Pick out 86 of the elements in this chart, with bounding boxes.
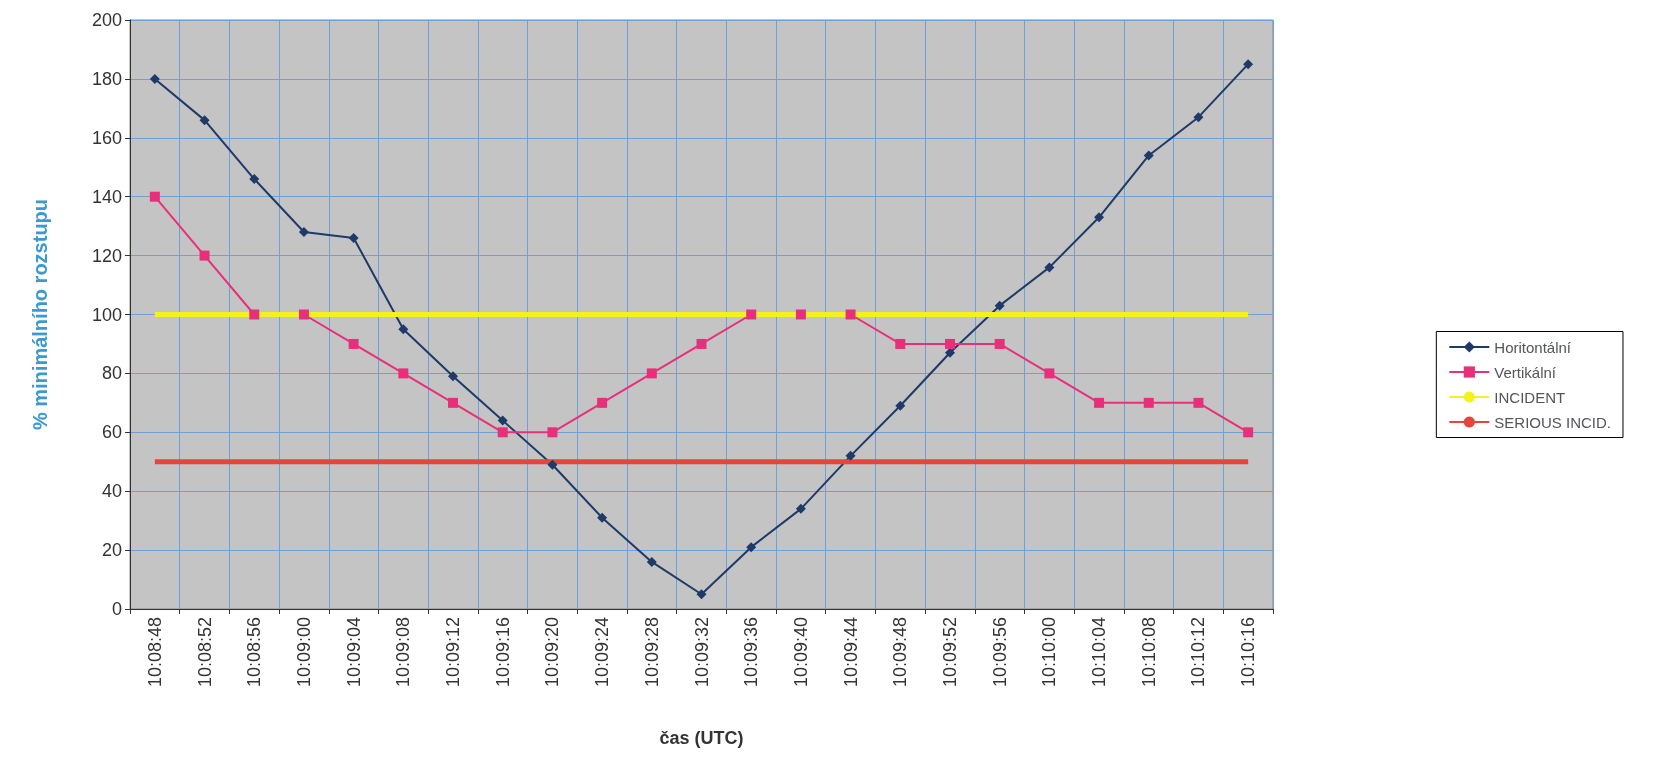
point <box>646 368 657 379</box>
point <box>249 174 260 185</box>
point <box>1044 262 1055 273</box>
point <box>994 300 1005 311</box>
point <box>696 338 707 349</box>
point <box>994 338 1005 349</box>
point <box>497 415 508 426</box>
y-tick-label: 120 <box>91 245 122 266</box>
x-tick-label: 10:09:12 <box>443 617 464 688</box>
point <box>895 400 906 411</box>
x-tick-label: 10:09:32 <box>691 617 712 688</box>
point <box>199 115 210 126</box>
point <box>348 338 359 349</box>
x-tick-label: 10:09:00 <box>293 617 314 688</box>
point <box>348 232 359 243</box>
point <box>497 427 508 438</box>
x-tick-label: 10:08:48 <box>144 617 165 688</box>
x-tick-label: 10:09:08 <box>393 617 414 688</box>
legend-label: Vertikální <box>1494 363 1557 381</box>
x-tick-label: 10:09:24 <box>592 617 613 688</box>
point <box>1094 212 1105 223</box>
point <box>746 542 757 553</box>
x-tick-label: 10:09:40 <box>790 617 811 688</box>
point <box>1143 150 1154 161</box>
legend-label: SERIOUS INCID. <box>1494 413 1612 431</box>
x-tick-label: 10:10:00 <box>1039 617 1060 688</box>
point <box>448 397 459 408</box>
x-tick-label: 10:09:04 <box>343 617 364 688</box>
y-tick-label: 100 <box>91 304 122 325</box>
x-tick-label: 10:09:28 <box>641 617 662 688</box>
point <box>1193 397 1204 408</box>
x-tick-label: 10:09:56 <box>989 617 1010 688</box>
point <box>1143 397 1154 408</box>
point <box>398 368 409 379</box>
y-tick-label: 180 <box>91 68 122 89</box>
legend-label: INCIDENT <box>1494 388 1566 406</box>
point <box>795 503 806 514</box>
x-tick-label: 10:10:16 <box>1238 617 1259 688</box>
point <box>1243 427 1254 438</box>
point <box>298 227 309 238</box>
point <box>646 556 657 567</box>
y-tick-label: 40 <box>101 481 122 502</box>
point <box>795 309 806 320</box>
x-tick-label: 10:10:04 <box>1089 617 1110 688</box>
y-tick-label: 160 <box>91 127 122 148</box>
point <box>149 191 160 202</box>
x-tick-label: 10:09:16 <box>492 617 513 688</box>
point <box>1094 397 1105 408</box>
point <box>547 459 558 470</box>
point <box>398 324 409 335</box>
y-tick-label: 20 <box>101 540 122 561</box>
point <box>547 427 558 438</box>
y-tick-label: 0 <box>111 599 122 619</box>
x-tick-label: 10:09:36 <box>741 617 762 688</box>
point <box>149 73 160 84</box>
x-tick-label: 10:09:20 <box>542 617 563 688</box>
y-tick-label: 200 <box>91 10 122 30</box>
y-tick-label: 140 <box>91 186 122 207</box>
x-tick-label: 10:09:52 <box>939 617 960 688</box>
point <box>944 347 955 358</box>
point <box>448 371 459 382</box>
point <box>298 309 309 320</box>
point <box>944 338 955 349</box>
point <box>1044 368 1055 379</box>
point <box>746 309 757 320</box>
y-axis-title: % minimálního rozstupu <box>29 198 51 431</box>
point <box>845 450 856 461</box>
point <box>199 250 210 261</box>
x-axis-title: čas (UTC) <box>659 728 744 748</box>
x-tick-label: 10:09:44 <box>840 617 861 688</box>
legend-label: Horitontální <box>1494 338 1572 356</box>
point <box>249 309 260 320</box>
y-tick-label: 60 <box>101 422 122 443</box>
point <box>1193 112 1204 123</box>
y-tick-label: 80 <box>101 363 122 384</box>
point <box>696 589 707 600</box>
point <box>895 338 906 349</box>
x-tick-label: 10:08:56 <box>244 617 265 688</box>
point <box>1243 59 1254 70</box>
point <box>597 397 608 408</box>
point <box>845 309 856 320</box>
point <box>597 512 608 523</box>
x-tick-label: 10:09:48 <box>890 617 911 688</box>
x-tick-label: 10:08:52 <box>194 617 215 688</box>
x-tick-label: 10:10:12 <box>1188 617 1209 688</box>
x-tick-label: 10:10:08 <box>1138 617 1159 688</box>
